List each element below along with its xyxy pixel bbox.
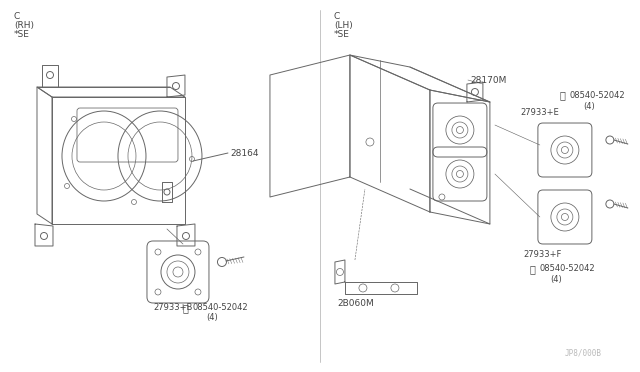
Text: *SE: *SE bbox=[334, 30, 350, 39]
Text: JP8/000B: JP8/000B bbox=[565, 349, 602, 358]
Text: 2B060M: 2B060M bbox=[337, 299, 374, 308]
Text: 27933+E: 27933+E bbox=[520, 108, 559, 116]
Text: 28164: 28164 bbox=[230, 148, 259, 157]
Text: 08540-52042: 08540-52042 bbox=[540, 264, 595, 273]
Text: (4): (4) bbox=[583, 102, 595, 110]
Text: (4): (4) bbox=[550, 276, 562, 285]
Text: C: C bbox=[334, 12, 340, 21]
Text: *SE: *SE bbox=[14, 30, 30, 39]
Text: Ⓢ: Ⓢ bbox=[560, 90, 566, 100]
Text: 28170M: 28170M bbox=[470, 76, 506, 84]
Text: (LH): (LH) bbox=[334, 21, 353, 30]
Text: 27933+F: 27933+F bbox=[523, 250, 561, 260]
Text: 08540-52042: 08540-52042 bbox=[570, 90, 625, 100]
Text: 27933+B: 27933+B bbox=[153, 304, 193, 312]
Text: (RH): (RH) bbox=[14, 21, 34, 30]
Text: Ⓢ: Ⓢ bbox=[183, 303, 189, 313]
Text: (4): (4) bbox=[206, 314, 218, 323]
Text: Ⓢ: Ⓢ bbox=[530, 264, 536, 274]
Text: 08540-52042: 08540-52042 bbox=[193, 304, 248, 312]
Text: C: C bbox=[14, 12, 20, 21]
